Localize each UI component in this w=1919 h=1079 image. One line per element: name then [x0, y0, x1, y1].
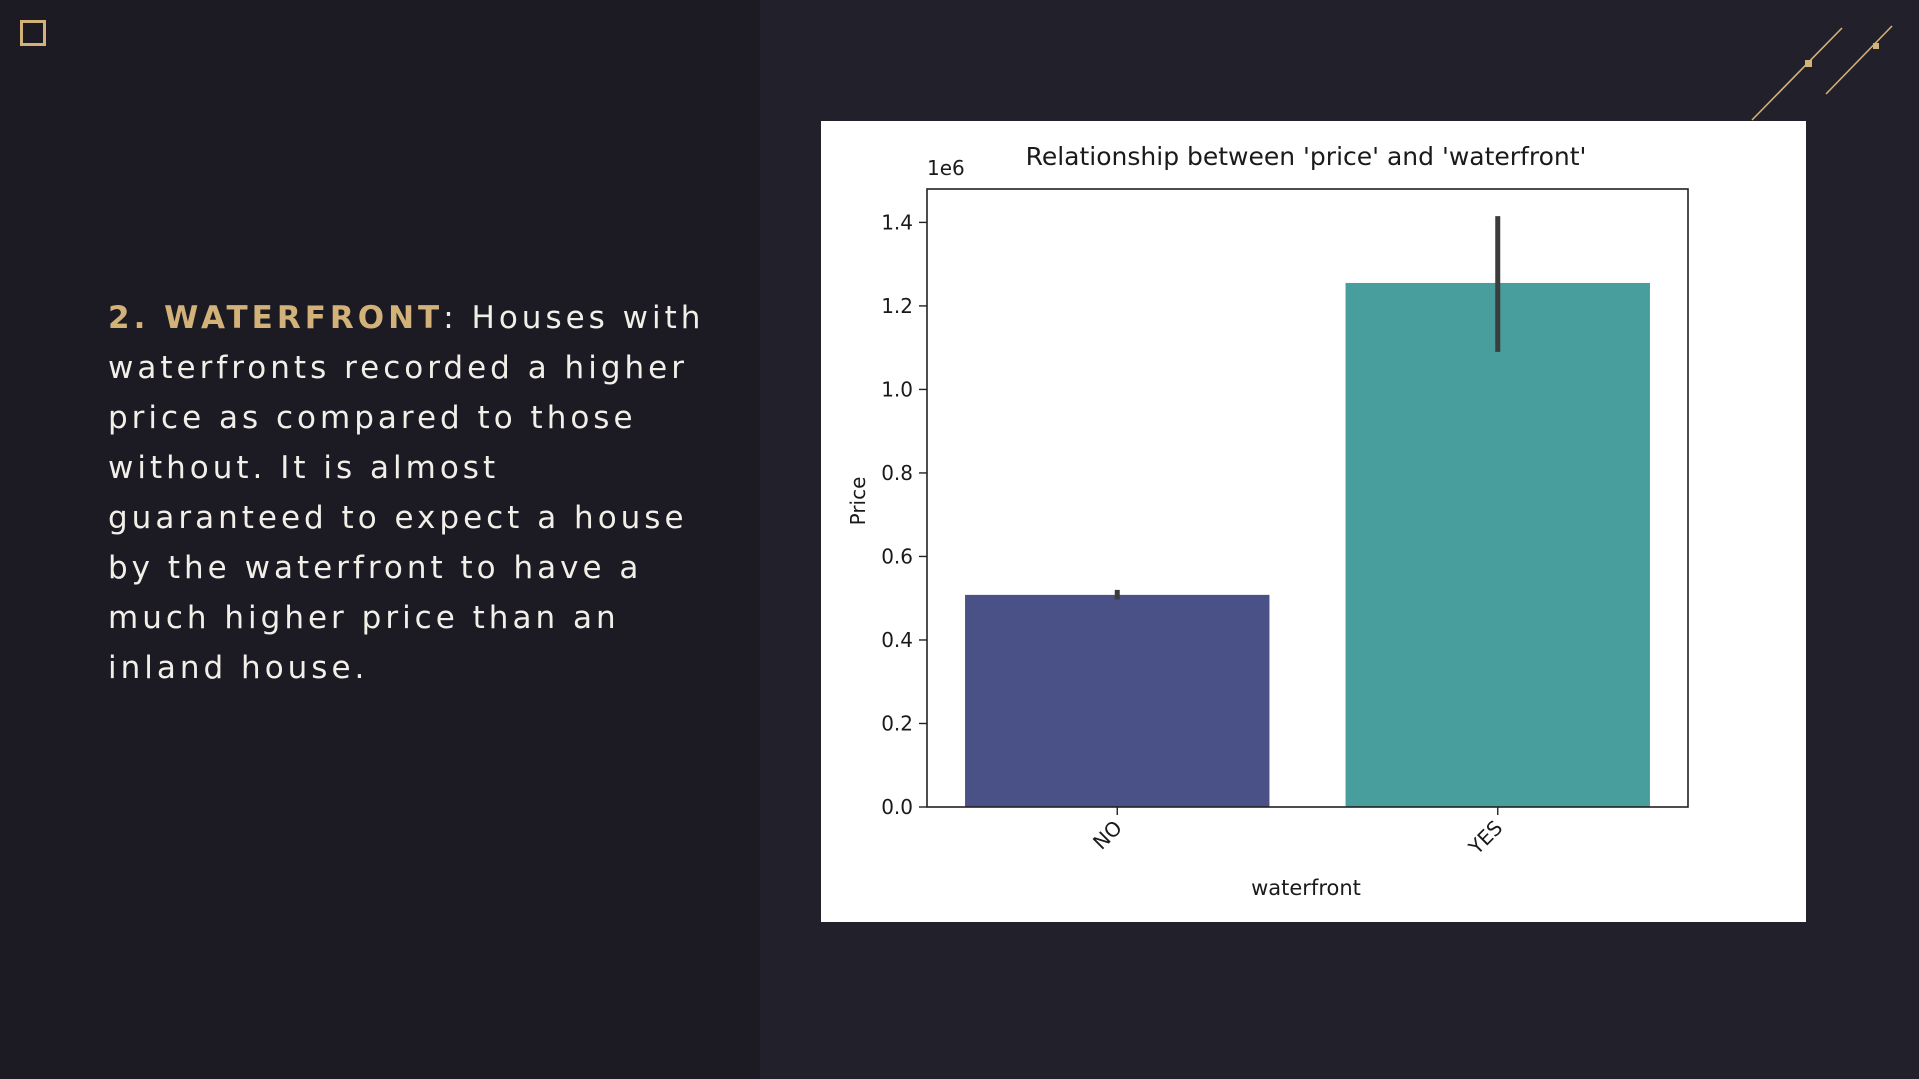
x-axis: NO YES: [1088, 807, 1507, 860]
section-description: : Houses with waterfronts recorded a hig…: [108, 300, 705, 686]
chart-card: 0.0 0.2 0.4 0.6 0.8 1.0 1.2 1.4 NO YES Relations…: [821, 121, 1806, 922]
section-heading: 2. WATERFRONT: [108, 300, 444, 336]
square-outline-icon: [20, 20, 46, 46]
y-tick-label: 1.2: [881, 294, 913, 318]
y-tick-label: 0.6: [881, 544, 913, 568]
error-bars: [1114, 216, 1501, 600]
y-axis-label: Price: [846, 477, 870, 526]
y-tick-label: 0.4: [881, 628, 913, 652]
y-tick-label: 1.4: [881, 210, 913, 234]
y-tick-label: 0.2: [881, 711, 913, 735]
bar-yes: [1345, 282, 1650, 807]
x-axis-label: waterfront: [1251, 876, 1361, 900]
bar-chart: 0.0 0.2 0.4 0.6 0.8 1.0 1.2 1.4 NO YES Relations…: [846, 142, 1689, 900]
y-tick-label: 1.0: [881, 377, 913, 401]
left-panel: [0, 0, 760, 1079]
y-tick-label: 0.8: [881, 461, 913, 485]
y-tick-label: 0.0: [881, 795, 913, 819]
bar-no: [965, 594, 1270, 807]
bars: [965, 282, 1650, 807]
x-tick-label-yes: YES: [1463, 816, 1507, 860]
diagonal-lines-icon: [1751, 25, 1893, 121]
slide-body-text: 2. WATERFRONT: Houses with waterfronts r…: [108, 293, 708, 693]
x-tick-label-no: NO: [1088, 816, 1127, 855]
chart-title: Relationship between 'price' and 'waterf…: [1026, 142, 1587, 171]
plot-frame: [926, 188, 1689, 808]
y-axis: 0.0 0.2 0.4 0.6 0.8 1.0 1.2 1.4: [881, 210, 927, 819]
y-axis-multiplier: 1e6: [927, 156, 965, 180]
